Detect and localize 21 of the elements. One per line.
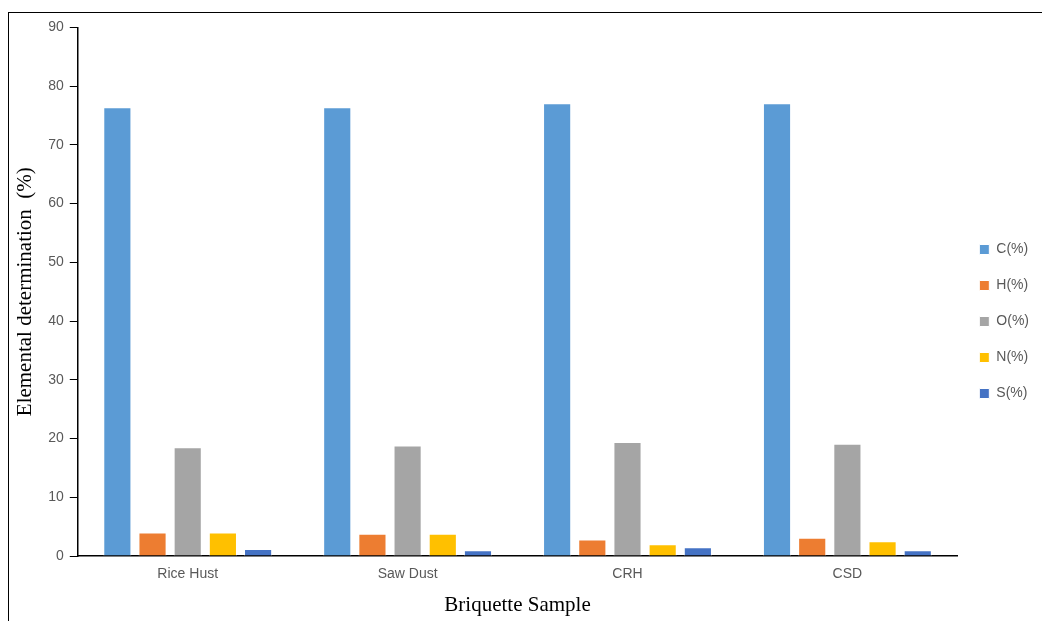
legend-label: O(%) — [996, 312, 1030, 329]
x-tick-label: CRH — [612, 565, 643, 582]
x-tick-label: Rice Hust — [157, 565, 219, 582]
y-tick-label: 20 — [48, 429, 64, 446]
y-tick-label: 50 — [48, 253, 64, 270]
legend-label: H(%) — [996, 276, 1029, 293]
y-tick-label: 0 — [55, 546, 64, 563]
legend-label: C(%) — [996, 240, 1029, 257]
y-tick-label: 80 — [48, 76, 64, 93]
legend-label: N(%) — [996, 348, 1029, 365]
y-tick-label: 40 — [48, 311, 64, 328]
y-tick-label: 30 — [48, 370, 64, 387]
y-axis-title: Elemental determination (%) — [12, 167, 37, 417]
x-tick-label: CSD — [832, 565, 863, 582]
x-tick-label: Saw Dust — [377, 565, 438, 582]
y-tick-label: 60 — [48, 194, 64, 211]
x-axis-title: Briquette Sample — [444, 591, 591, 616]
legend-label: S(%) — [996, 384, 1028, 401]
y-tick-label: 10 — [48, 488, 64, 505]
y-tick-label: 90 — [48, 18, 64, 35]
y-tick-label: 70 — [48, 135, 64, 152]
